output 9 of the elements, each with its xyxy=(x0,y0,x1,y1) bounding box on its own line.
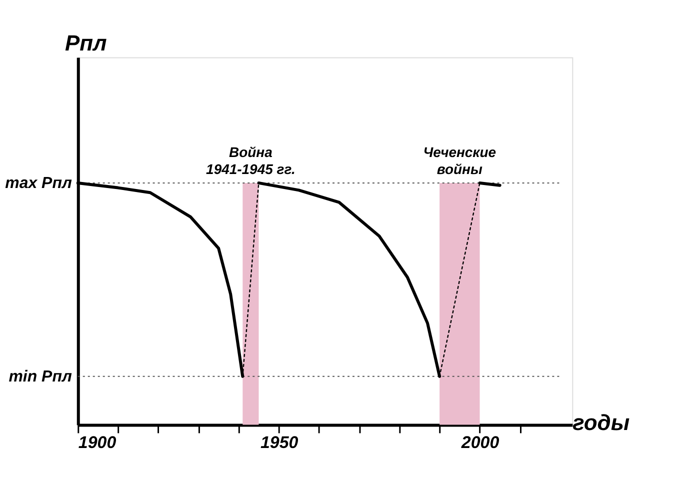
x-tick-label: 1900 xyxy=(78,433,117,452)
x-tick-label: 2000 xyxy=(460,433,500,452)
x-tick-label: 1950 xyxy=(260,433,299,452)
band-label: Война 1941-1945 гг. xyxy=(206,144,296,177)
ref-line-label: max Рпл xyxy=(5,174,72,192)
band-label: Чеченские войны xyxy=(423,144,496,177)
ref-line-label: min Рпл xyxy=(8,368,72,386)
text: Рпл xyxy=(65,30,108,56)
x-axis-title: годы xyxy=(572,410,630,436)
